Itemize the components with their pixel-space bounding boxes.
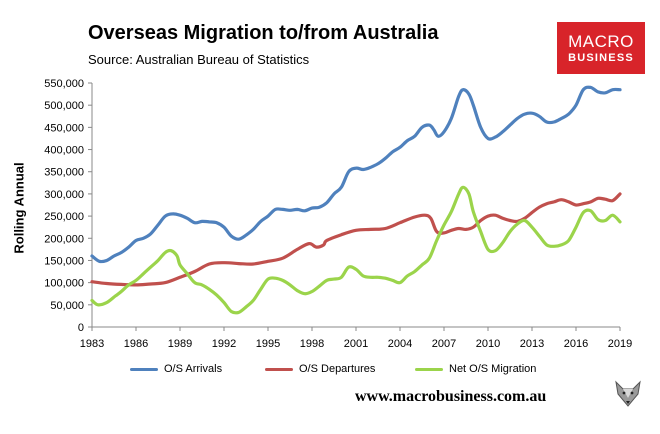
macrobusiness-logo: MACRO BUSINESS [557, 22, 645, 74]
legend-label-arrivals: O/S Arrivals [164, 363, 223, 375]
series-line-departures [90, 192, 622, 287]
x-tick-label: 2004 [388, 338, 412, 350]
y-tick-label: 500,000 [44, 100, 84, 112]
legend: O/S Arrivals O/S Departures Net O/S Migr… [0, 360, 660, 382]
y-tick-label: 350,000 [44, 167, 84, 179]
fox-head-icon [611, 376, 645, 410]
x-tick-label: 1992 [212, 338, 236, 350]
x-tick-label: 2001 [344, 338, 368, 350]
y-tick-label: 550,000 [44, 78, 84, 90]
x-tick-label: 1998 [300, 338, 324, 350]
y-tick-label: 100,000 [44, 278, 84, 290]
y-tick-label: 300,000 [44, 189, 84, 201]
legend-item-arrivals: O/S Arrivals [130, 363, 222, 375]
legend-label-departures: O/S Departures [299, 363, 376, 375]
x-tick-label: 1986 [124, 338, 148, 350]
x-tick-label: 2019 [608, 338, 632, 350]
y-tick-label: 0 [78, 322, 84, 334]
line-chart: 0 50,000 100,000 150,000 200,000 250,000 300,0… [44, 78, 632, 350]
x-tick-label: 1989 [168, 338, 192, 350]
x-tick-label: 1995 [256, 338, 280, 350]
legend-swatch-net [415, 367, 443, 371]
legend-item-net: Net O/S Migration [415, 363, 536, 375]
chart-subtitle: Source: Australian Bureau of Statistics [88, 52, 310, 67]
website-url[interactable]: www.macrobusiness.com.au [355, 388, 547, 405]
logo-text-business: BUSINESS [568, 51, 634, 64]
x-tick-label: 2016 [564, 338, 588, 350]
logo-text-macro: MACRO [568, 31, 634, 51]
axes-layer: 0 50,000 100,000 150,000 200,000 250,000 300,0… [44, 78, 632, 350]
x-tick-label: 2013 [520, 338, 544, 350]
legend-label-net: Net O/S Migration [449, 363, 537, 375]
y-tick-label: 250,000 [44, 211, 84, 223]
series-layer [90, 85, 622, 315]
y-tick-label: 150,000 [44, 255, 84, 267]
y-tick-label: 200,000 [44, 233, 84, 245]
series-line-arrivals [90, 85, 622, 264]
x-tick-label: 1983 [80, 338, 104, 350]
chart-title: Overseas Migration to/from Australia [88, 22, 439, 44]
x-tick-label: 2010 [476, 338, 500, 350]
y-tick-label: 400,000 [44, 145, 84, 157]
x-tick-label: 2007 [432, 338, 456, 350]
y-tick-label: 450,000 [44, 122, 84, 134]
legend-swatch-departures [265, 367, 293, 371]
series-line-net [90, 185, 622, 315]
y-tick-label: 50,000 [50, 300, 84, 312]
legend-swatch-arrivals [130, 367, 158, 371]
legend-item-departures: O/S Departures [265, 363, 375, 375]
